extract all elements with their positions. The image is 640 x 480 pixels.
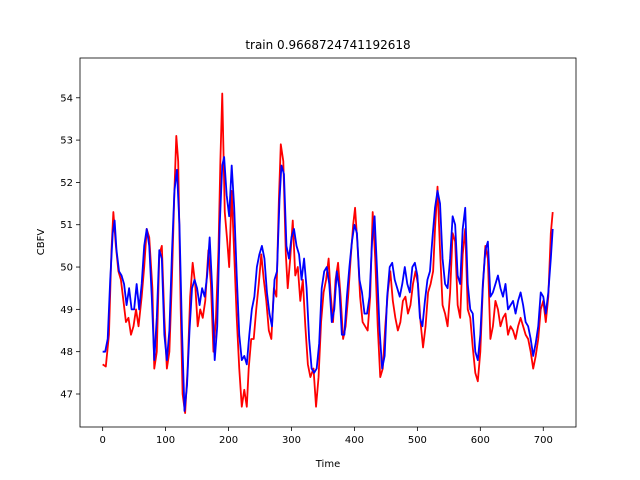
y-tick-label: 48 [60,347,73,358]
series-line-2 [102,156,554,412]
y-axis: 47 48 49 50 51 52 53 54 [60,93,80,400]
x-tick-label: 500 [408,435,427,446]
x-tick-label: 300 [282,435,301,446]
x-tick-label: 200 [219,435,238,446]
x-tick-label: 400 [345,435,364,446]
plot-frame [79,57,577,428]
y-axis-label: CBFV [36,229,47,256]
y-tick-label: 50 [60,263,73,274]
y-tick-label: 49 [60,305,73,316]
series-layer [102,92,554,414]
x-axis: 0 100 200 300 400 500 600 700 [99,427,553,446]
y-tick-label: 51 [60,220,73,231]
chart-title: train 0.9668724741192618 [245,38,410,52]
y-tick-label: 53 [60,136,73,147]
y-tick-label: 54 [60,93,73,104]
x-tick-label: 0 [99,435,105,446]
x-axis-label: Time [315,459,340,470]
x-tick-label: 700 [534,435,553,446]
y-tick-label: 52 [60,178,73,189]
x-tick-label: 100 [156,435,175,446]
y-tick-label: 47 [60,389,73,400]
x-tick-label: 600 [471,435,490,446]
